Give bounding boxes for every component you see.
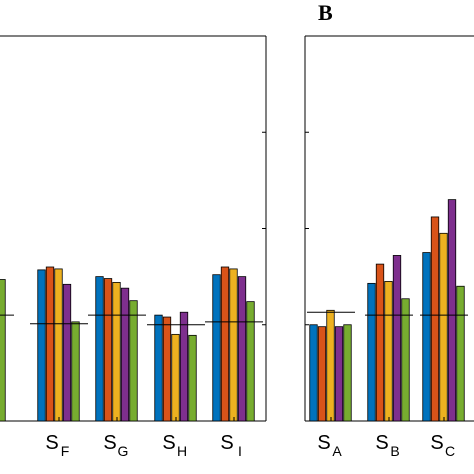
bar — [179, 311, 189, 422]
category-label-sub: H — [177, 443, 187, 459]
panel-a: SESFSGSHSI — [0, 35, 267, 459]
panel-b: S A S B S CB — [304, 0, 474, 459]
bar — [212, 274, 221, 422]
bar — [456, 285, 465, 422]
bar — [343, 324, 352, 422]
bar — [171, 333, 180, 422]
panel-label: B — [318, 0, 333, 25]
bar — [154, 314, 163, 422]
bar — [246, 301, 255, 422]
bar — [162, 316, 172, 422]
bar — [334, 326, 344, 422]
bar — [229, 268, 238, 422]
bar — [309, 324, 318, 422]
category-label-sub: B — [390, 443, 399, 459]
bar — [430, 216, 440, 422]
bar — [0, 279, 6, 422]
bar — [439, 232, 448, 422]
bar — [103, 278, 113, 422]
bar — [447, 199, 457, 422]
bar — [45, 266, 55, 422]
bar — [62, 283, 72, 422]
bar — [401, 298, 410, 422]
bar — [326, 309, 335, 422]
bar — [37, 269, 46, 422]
category-label-main: S — [375, 432, 388, 454]
bar — [129, 300, 138, 422]
bar — [188, 334, 197, 422]
bar — [220, 266, 230, 422]
bar — [367, 282, 376, 422]
category-label-main: S — [103, 432, 116, 454]
bar — [237, 276, 247, 422]
bar — [422, 252, 431, 422]
category-label-sub: F — [61, 443, 70, 459]
category-label-main: S — [430, 432, 443, 454]
bar — [71, 321, 80, 422]
bar — [95, 276, 104, 422]
category-label-sub: G — [118, 443, 129, 459]
bar — [317, 326, 327, 422]
category-label-main: S — [162, 432, 175, 454]
bar — [375, 263, 385, 422]
category-label-sub: I — [238, 443, 242, 459]
category-label-main: S — [317, 432, 330, 454]
category-label-main: S — [45, 432, 58, 454]
bar — [392, 255, 402, 422]
category-label-sub: C — [445, 443, 455, 459]
bar — [120, 287, 130, 422]
category-label-sub: A — [332, 443, 342, 459]
bar — [54, 268, 63, 422]
category-label-main: S — [220, 432, 233, 454]
bar — [384, 281, 393, 422]
bar — [112, 281, 121, 422]
